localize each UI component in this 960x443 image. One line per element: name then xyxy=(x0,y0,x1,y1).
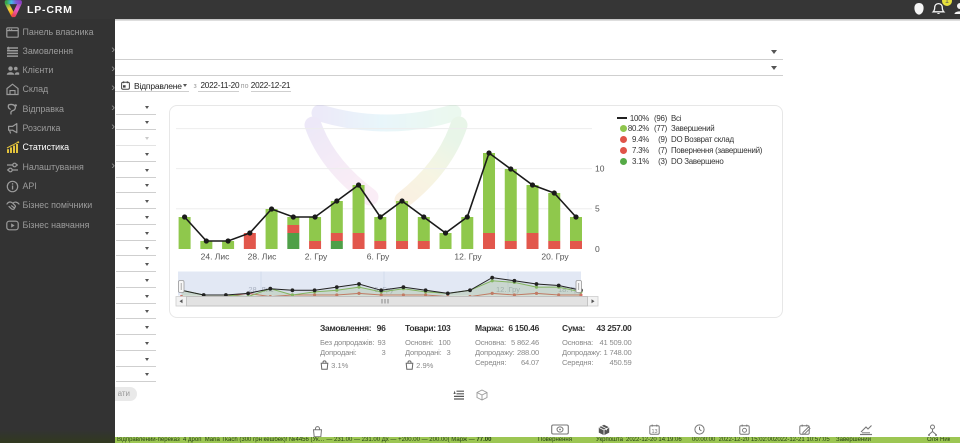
svg-text:28. Лис: 28. Лис xyxy=(248,252,278,262)
svg-text:28. Лис: 28. Лис xyxy=(248,285,274,294)
svg-text:13: 13 xyxy=(651,429,657,435)
svg-text:6. Гру: 6. Гру xyxy=(367,252,390,262)
svg-text:12. Гру: 12. Гру xyxy=(496,285,520,294)
svg-text:0: 0 xyxy=(595,244,600,254)
svg-text:24. Лис: 24. Лис xyxy=(201,252,231,262)
svg-text:12. Гру: 12. Гру xyxy=(454,252,482,262)
svg-text:20. Гру: 20. Гру xyxy=(541,252,569,262)
svg-text:10: 10 xyxy=(595,164,605,174)
svg-text:2. Гру: 2. Гру xyxy=(305,252,328,262)
svg-text:5: 5 xyxy=(595,204,600,214)
